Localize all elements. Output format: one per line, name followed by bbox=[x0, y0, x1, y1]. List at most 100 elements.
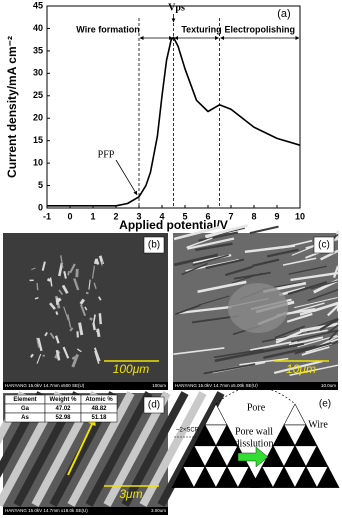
x-tick-label: 1 bbox=[90, 211, 95, 221]
scr-label: ~2×SCR bbox=[176, 428, 200, 434]
texture bbox=[175, 304, 201, 316]
texture bbox=[46, 278, 52, 282]
texture bbox=[63, 306, 69, 321]
texture bbox=[244, 244, 296, 254]
texture bbox=[203, 363, 256, 375]
texture bbox=[282, 257, 317, 266]
arrow-label: disslution bbox=[235, 438, 274, 449]
y-tick-label: 20 bbox=[33, 113, 43, 123]
y-tick-label: 30 bbox=[33, 68, 43, 78]
texture bbox=[49, 302, 56, 310]
texture bbox=[290, 271, 339, 282]
texture bbox=[320, 249, 339, 261]
panel-label-box bbox=[143, 236, 165, 254]
texture bbox=[67, 391, 135, 507]
scale-label: 10μm bbox=[286, 362, 316, 376]
texture bbox=[294, 296, 338, 309]
texture bbox=[79, 304, 87, 317]
texture bbox=[76, 348, 82, 353]
texture bbox=[60, 255, 64, 269]
sem-footer-scale: 3.00um bbox=[151, 508, 166, 513]
texture bbox=[317, 317, 339, 327]
x-tick-label: 7 bbox=[228, 211, 233, 221]
panel-label-box bbox=[143, 396, 165, 414]
wire-pointer bbox=[297, 427, 309, 441]
table-header: Weight % bbox=[50, 397, 78, 403]
texture bbox=[36, 337, 40, 348]
texture bbox=[69, 263, 76, 274]
current-curve bbox=[47, 36, 301, 207]
wire-arrow bbox=[67, 417, 96, 476]
panel-label: (a) bbox=[277, 8, 290, 20]
sem-footer-text: HANYANG 15.0kV 14.7mm x5.00k SE(U) bbox=[175, 383, 258, 388]
texture bbox=[36, 353, 42, 364]
texture bbox=[294, 341, 332, 355]
table-header: Element bbox=[13, 397, 36, 403]
y-tick-label: 25 bbox=[33, 90, 43, 100]
texture bbox=[95, 329, 100, 333]
texture bbox=[299, 322, 339, 333]
panel-label: (d) bbox=[148, 400, 160, 411]
texture bbox=[93, 347, 101, 362]
texture bbox=[252, 258, 280, 267]
texture bbox=[67, 314, 72, 328]
texture bbox=[88, 279, 91, 290]
texture bbox=[328, 329, 339, 341]
texture bbox=[292, 302, 325, 313]
texture bbox=[92, 314, 96, 324]
texture bbox=[288, 336, 324, 346]
texture bbox=[93, 282, 97, 290]
texture bbox=[73, 278, 80, 291]
pore-triangle bbox=[316, 466, 340, 488]
x-tick-label: 0 bbox=[67, 211, 72, 221]
y-tick-label: 10 bbox=[33, 157, 43, 167]
texture bbox=[274, 325, 306, 339]
texture bbox=[186, 237, 213, 249]
texture bbox=[192, 254, 229, 266]
texture bbox=[289, 364, 339, 376]
y-tick-label: 0 bbox=[38, 202, 43, 212]
panel-label: (c) bbox=[318, 240, 330, 251]
y-tick-label: 5 bbox=[38, 180, 43, 190]
texture bbox=[286, 312, 313, 323]
texture bbox=[31, 267, 36, 270]
texture bbox=[181, 262, 208, 276]
texture bbox=[55, 311, 59, 316]
y-tick-label: 15 bbox=[33, 135, 43, 145]
x-tick-label: 6 bbox=[205, 211, 210, 221]
sem-footer-text: HANYANG 15.0kV 14.7mm x500 SE(U) bbox=[5, 383, 85, 388]
sem-footer-scale: 10.0um bbox=[321, 383, 336, 388]
texture bbox=[233, 271, 271, 280]
texture bbox=[299, 302, 339, 316]
texture bbox=[173, 347, 225, 355]
sem-footer bbox=[173, 382, 338, 390]
x-tick-label: -1 bbox=[43, 211, 51, 221]
texture bbox=[266, 248, 299, 258]
texture bbox=[49, 332, 55, 340]
x-tick-label: 10 bbox=[295, 211, 305, 221]
texture bbox=[333, 265, 340, 278]
texture bbox=[173, 225, 221, 241]
texture bbox=[205, 258, 245, 270]
plot-frame bbox=[46, 5, 301, 209]
pfp-arrow bbox=[115, 159, 138, 196]
texture bbox=[58, 289, 64, 296]
texture bbox=[273, 360, 323, 375]
texture bbox=[95, 258, 100, 265]
texture bbox=[263, 345, 317, 360]
table-value: As bbox=[21, 415, 29, 421]
texture bbox=[228, 283, 288, 333]
x-tick-label: 8 bbox=[251, 211, 256, 221]
dissolution-arrow bbox=[237, 446, 269, 468]
texture bbox=[84, 306, 88, 311]
texture bbox=[58, 262, 64, 277]
texture bbox=[30, 353, 34, 358]
texture bbox=[98, 313, 102, 325]
texture bbox=[213, 348, 264, 359]
texture bbox=[301, 346, 330, 356]
region-label: Wire formation bbox=[76, 24, 139, 34]
texture bbox=[61, 284, 69, 294]
sem-background bbox=[3, 233, 168, 390]
texture bbox=[250, 340, 298, 352]
texture bbox=[98, 296, 102, 301]
